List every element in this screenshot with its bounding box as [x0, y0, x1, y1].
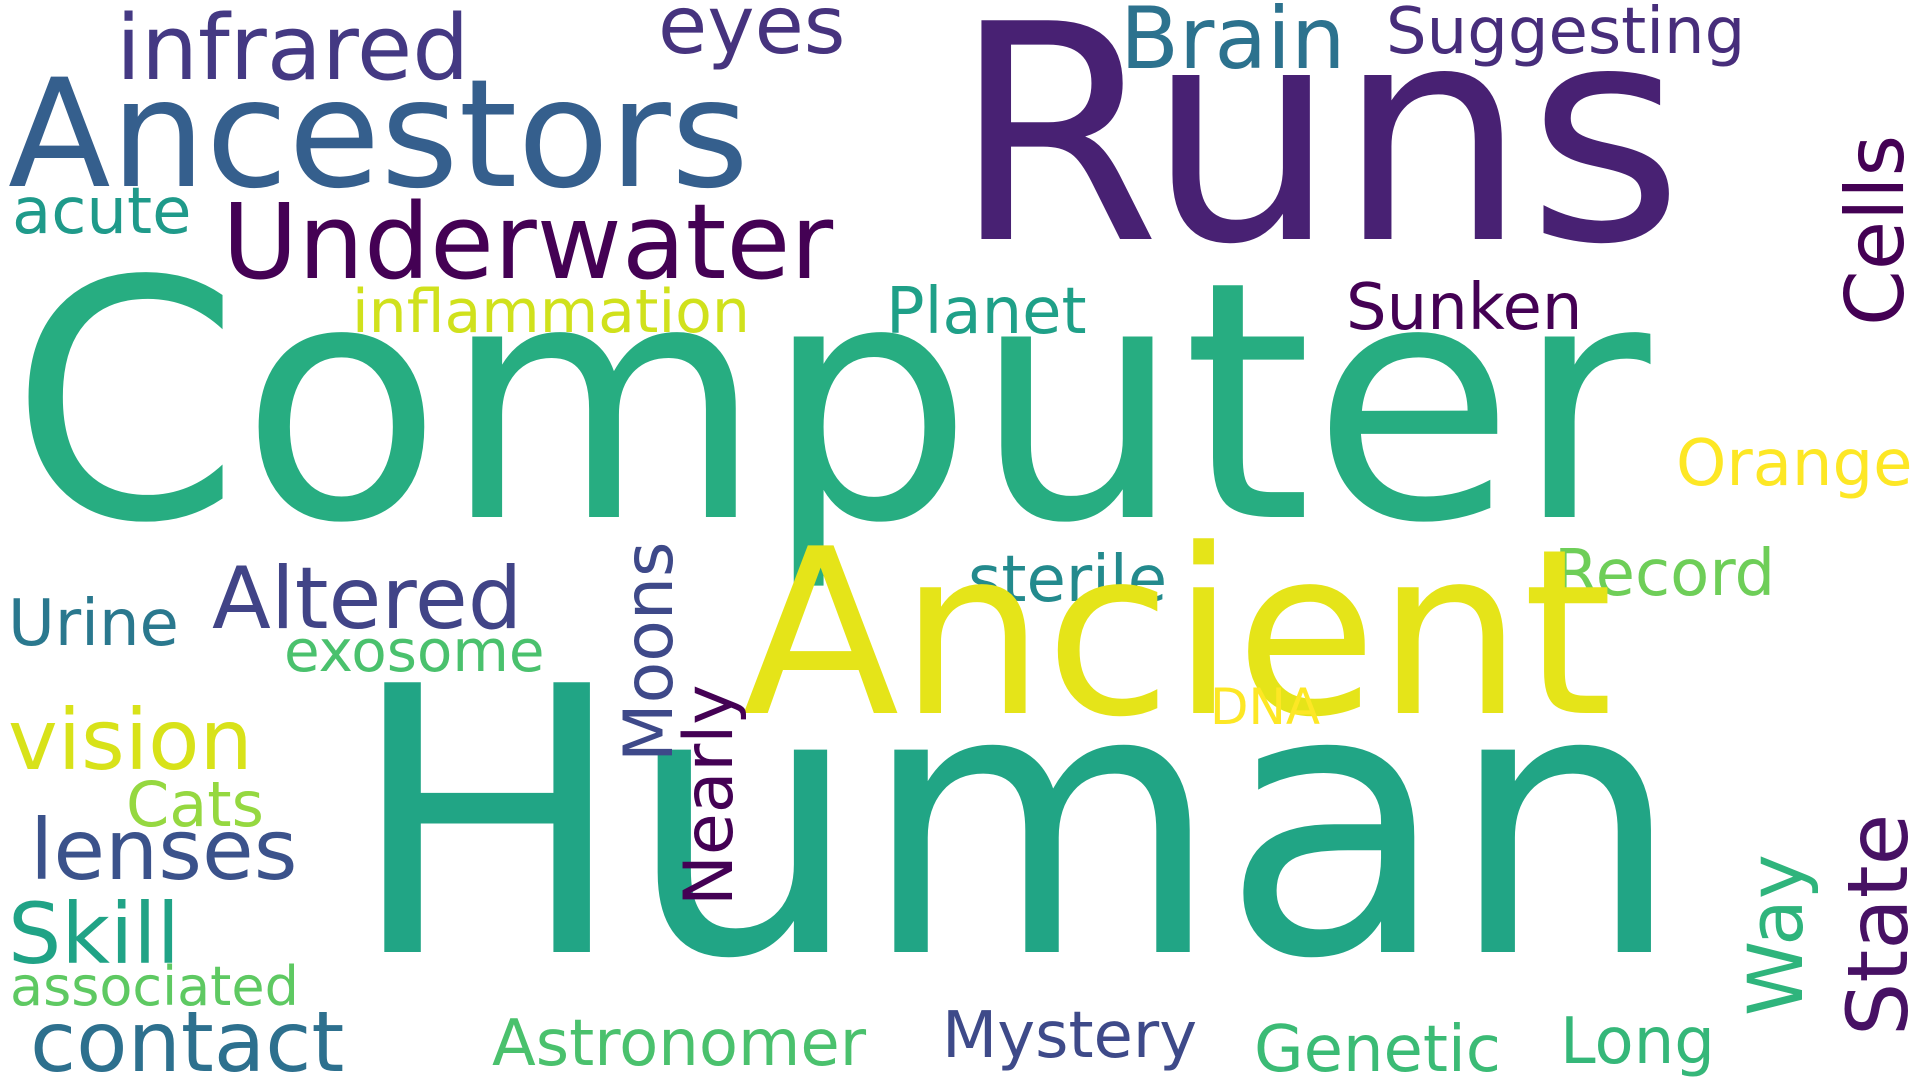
word-associated: associated — [10, 955, 299, 1018]
word-ancient: Ancient — [742, 501, 1613, 768]
word-orange: Orange — [1676, 427, 1913, 501]
word-way: Way — [1731, 854, 1820, 1016]
word-exosome: exosome — [284, 617, 545, 685]
word-long: Long — [1560, 1005, 1715, 1079]
word-cells: Cells — [1829, 134, 1920, 326]
word-runs: Runs — [952, 0, 1684, 310]
word-inflammation: inflammation — [352, 277, 750, 347]
word-computer: Computer — [10, 211, 1651, 595]
word-contact: contact — [30, 993, 345, 1080]
word-ancestors: Ancestors — [8, 48, 749, 222]
word-human: Human — [348, 610, 1683, 1040]
word-altered: Altered — [212, 549, 523, 649]
word-state: State — [1829, 813, 1920, 1036]
word-urine: Urine — [8, 587, 179, 661]
word-mystery: Mystery — [942, 999, 1198, 1073]
word-record: Record — [1554, 537, 1776, 611]
word-skill: Skill — [8, 885, 180, 983]
word-planet: Planet — [886, 275, 1087, 349]
word-nearly: Nearly — [670, 684, 749, 906]
word-sunken: Sunken — [1346, 271, 1583, 345]
word-sterile: sterile — [968, 543, 1168, 617]
word-suggesting: Suggesting — [1386, 0, 1746, 69]
word-astronomer: Astronomer — [492, 1007, 867, 1080]
word-cats: Cats — [126, 768, 264, 841]
word-acute: acute — [12, 175, 192, 249]
word-genetic: Genetic — [1254, 1013, 1501, 1080]
word-lenses: lenses — [30, 801, 298, 899]
word-brain: Brain — [1120, 0, 1346, 89]
word-vision: vision — [8, 691, 253, 789]
word-dna: DNA — [1210, 678, 1321, 736]
word-eyes: eyes — [658, 0, 846, 72]
word-underwater: Underwater — [222, 181, 834, 303]
word-infrared: infrared — [116, 0, 470, 101]
